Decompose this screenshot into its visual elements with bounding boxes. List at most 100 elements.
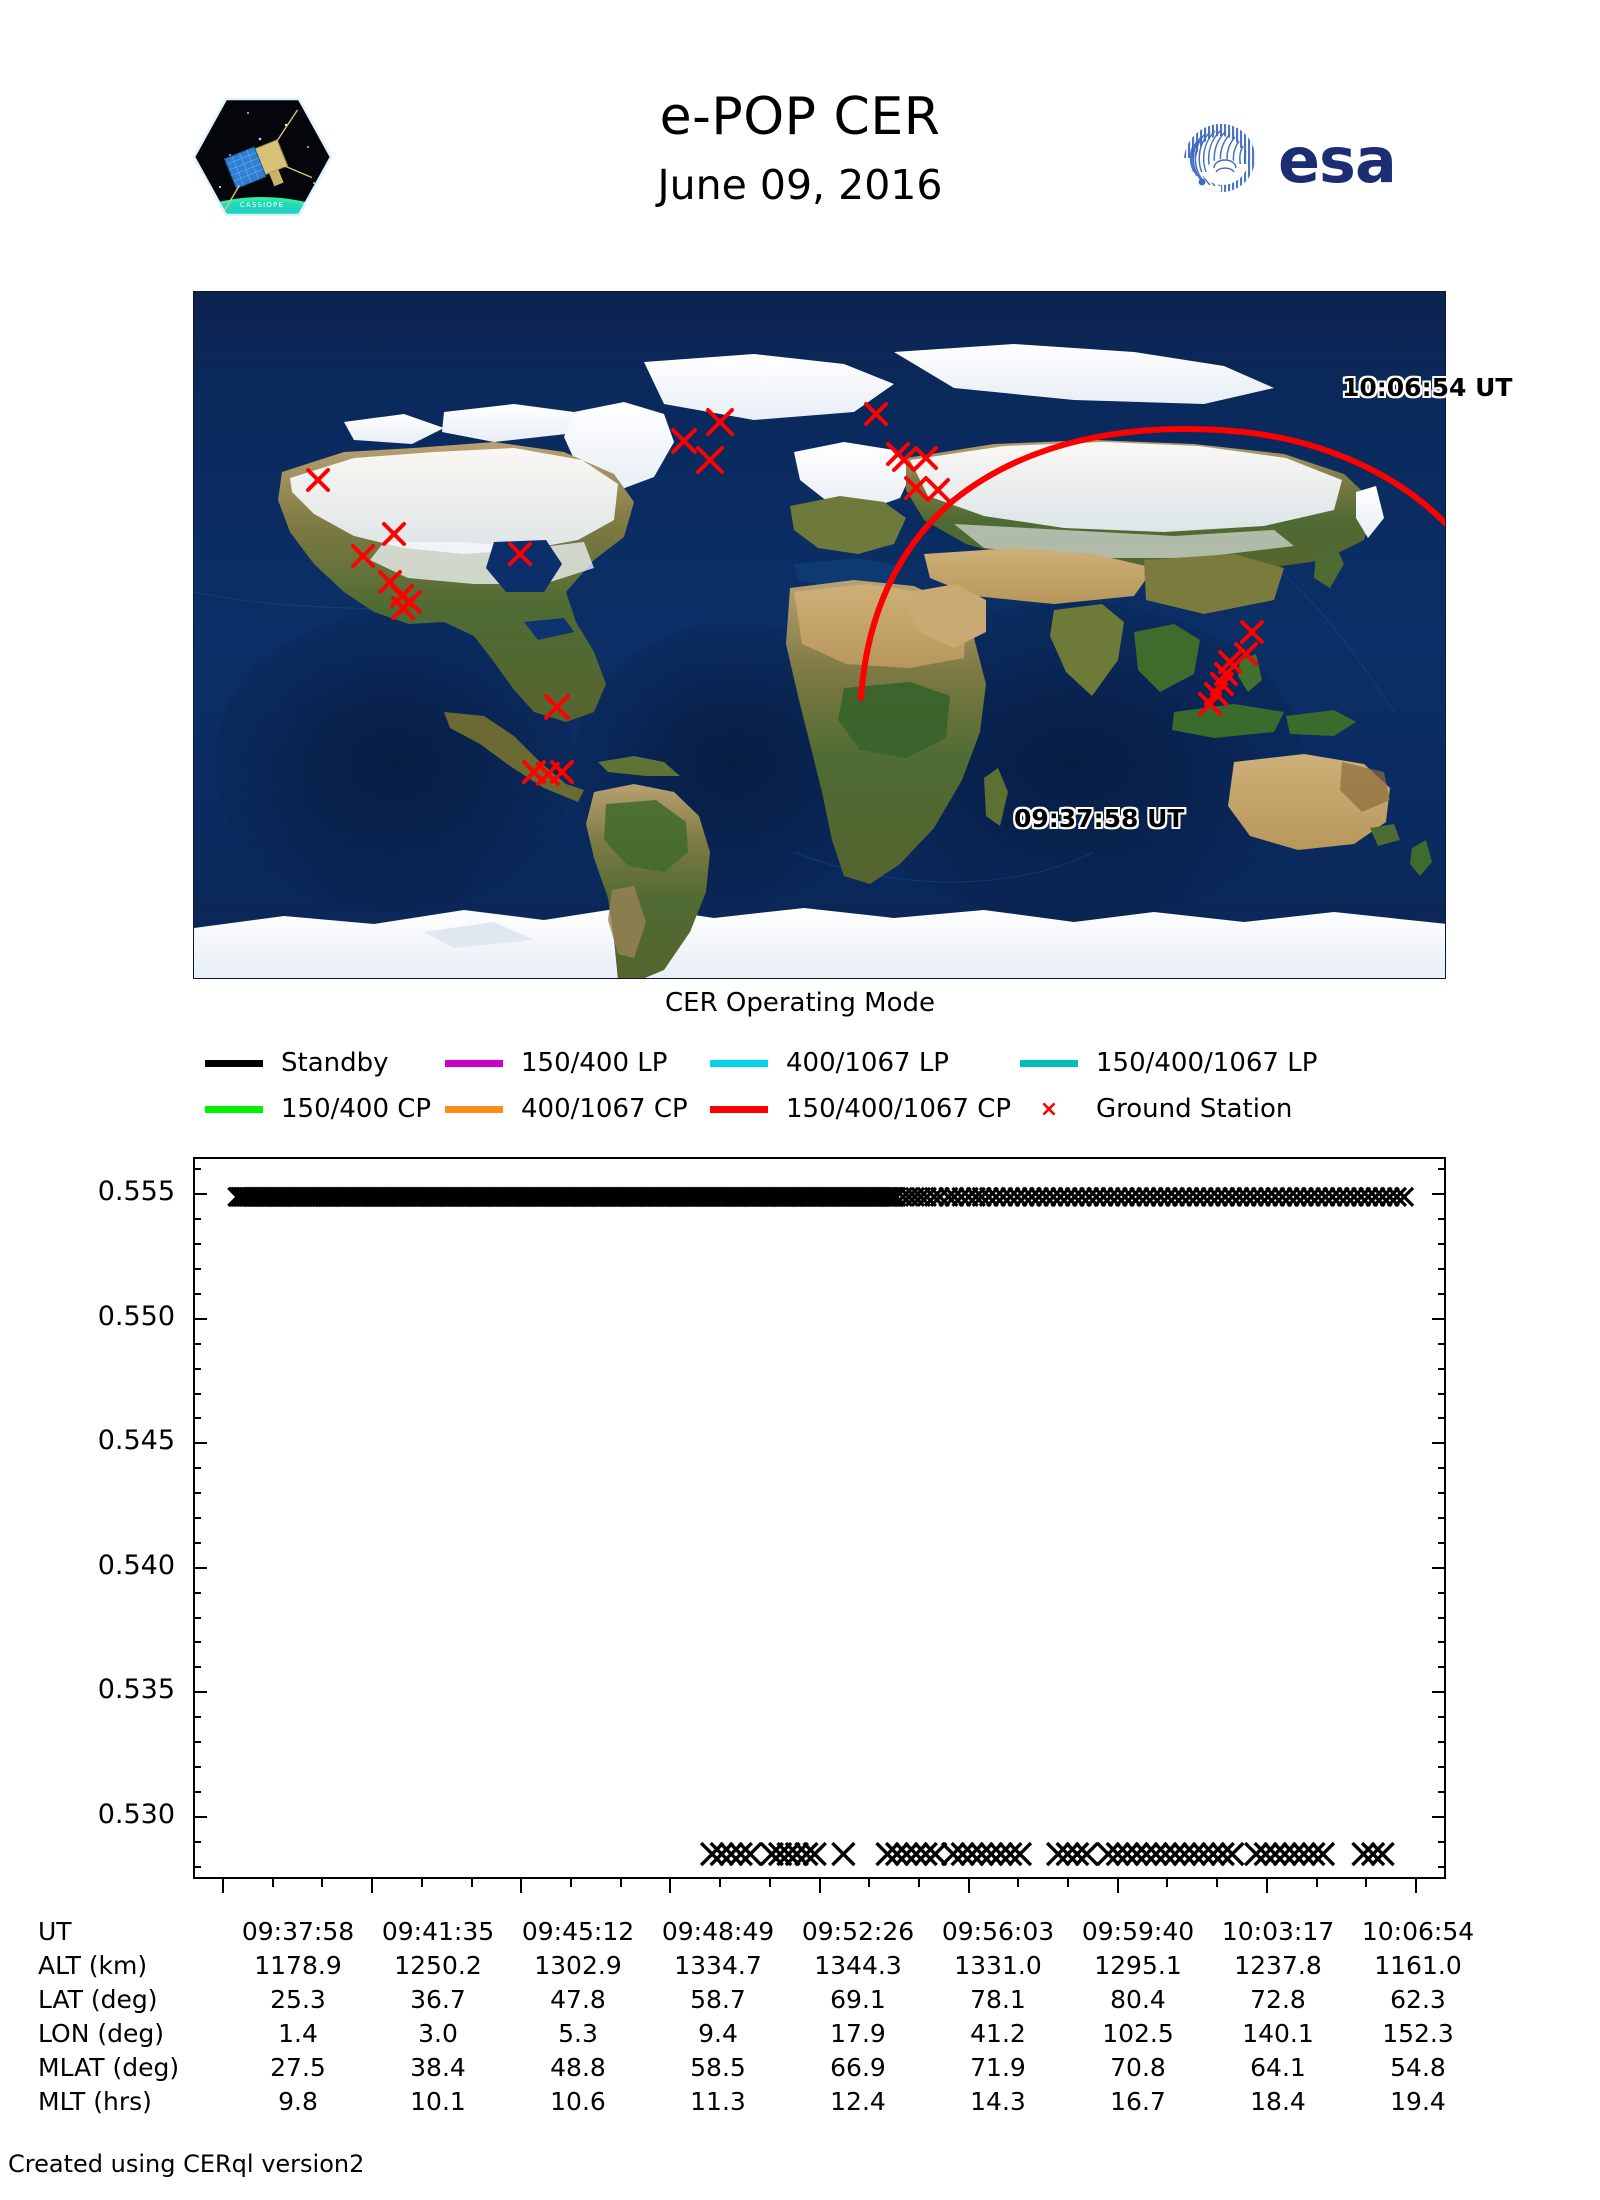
data-point-marker [1243, 1186, 1264, 1207]
data-point-marker [1007, 1186, 1028, 1207]
data-point-marker [929, 1186, 951, 1207]
y-tick-minor [193, 1741, 201, 1744]
data-point-marker [1253, 1841, 1278, 1867]
data-point-marker [1172, 1841, 1197, 1867]
y-tick-minor [193, 1765, 201, 1768]
data-point-marker [1265, 1186, 1286, 1207]
legend-label-150-400-1067-cp: 150/400/1067 CP [786, 1094, 1012, 1124]
data-point-marker [802, 1841, 827, 1867]
map-svg [194, 292, 1445, 978]
data-point-marker [1093, 1186, 1114, 1207]
data-point-marker [1129, 1186, 1150, 1207]
data-point-marker [1322, 1186, 1343, 1207]
y-tick-minor [1438, 1268, 1446, 1271]
legend-swatch-standby [205, 1059, 263, 1067]
data-point-marker [1121, 1186, 1143, 1207]
x-tick-minor [917, 1879, 920, 1887]
table-cell: 1295.1 [1094, 1951, 1182, 1980]
data-point-marker [1157, 1186, 1178, 1207]
table-cell: 3.0 [418, 2019, 458, 2048]
legend-item-150-400-1067-cp[interactable]: 150/400/1067 CP [710, 1094, 1020, 1124]
data-point-marker [1210, 1841, 1235, 1867]
table-row-label: LAT (deg) [38, 1985, 158, 2014]
y-tick-minor [193, 1790, 201, 1793]
x-tick-minor [1166, 1879, 1169, 1887]
data-point-marker [784, 1841, 810, 1867]
table-cell: 140.1 [1242, 2019, 1314, 2048]
world-map: 09:37:58 UT [193, 291, 1446, 979]
legend-item-standby[interactable]: Standby [205, 1048, 445, 1078]
y-tick-major [1432, 1442, 1446, 1445]
table-cell: 102.5 [1102, 2019, 1174, 2048]
y-tick-major [1432, 1317, 1446, 1320]
legend-row-2: 150/400 CP 400/1067 CP 150/400/1067 CP ×… [205, 1086, 1495, 1132]
page-subtitle-date: June 09, 2016 [657, 160, 943, 209]
y-tick-minor [1438, 1492, 1446, 1495]
table-cell: 09:41:35 [381, 1917, 495, 1946]
y-tick-minor [193, 1666, 201, 1669]
data-point-marker [923, 1841, 948, 1867]
legend-item-400-1067-lp[interactable]: 400/1067 LP [710, 1048, 1020, 1078]
x-tick-minor [868, 1879, 871, 1887]
data-point-marker [1181, 1841, 1207, 1867]
legend-item-ground-station[interactable]: × Ground Station [1020, 1094, 1293, 1124]
table-row: LAT (deg) 25.3 36.7 47.8 58.7 69.1 78.1 80.4 72.… [38, 1983, 1488, 2017]
data-point-marker [1074, 1841, 1099, 1867]
data-point-marker [1107, 1186, 1128, 1207]
data-point-marker [1372, 1186, 1393, 1207]
data-point-marker [1086, 1186, 1107, 1207]
x-tick-minor [768, 1879, 771, 1887]
data-point-marker [1164, 1186, 1186, 1207]
legend-item-400-1067-cp[interactable]: 400/1067 CP [445, 1094, 710, 1124]
data-point-marker [988, 1841, 1014, 1867]
table-cell: 69.1 [830, 1985, 886, 2014]
data-point-marker [1358, 1186, 1379, 1207]
table-row: LON (deg) 1.4 3.0 5.3 9.4 17.9 41.2 102.5 140.1 1… [38, 2017, 1488, 2051]
table-cell: 1250.2 [394, 1951, 482, 1980]
y-tick-minor [193, 1616, 201, 1619]
x-tick-major [222, 1879, 224, 1893]
data-point-marker [1200, 1841, 1226, 1867]
legend-label-standby: Standby [281, 1048, 389, 1078]
x-tick-minor [619, 1879, 622, 1887]
data-point-marker [950, 1841, 975, 1867]
legend: Standby 150/400 LP 400/1067 LP 150/400/1… [205, 1040, 1495, 1132]
table-cell: 38.4 [410, 2053, 466, 2082]
table-cell: 78.1 [970, 1985, 1026, 2014]
data-point-marker [1043, 1186, 1064, 1207]
cassiope-logo-icon: CASSIOPE [190, 95, 335, 220]
table-cell: 9.4 [698, 2019, 738, 2048]
data-point-marker [1272, 1841, 1297, 1867]
legend-swatch-150-400-lp [445, 1059, 503, 1067]
legend-item-150-400-cp[interactable]: 150/400 CP [205, 1094, 445, 1124]
x-tick-minor [470, 1879, 473, 1887]
data-point-marker [709, 1841, 734, 1867]
table-cell: 54.8 [1390, 2053, 1446, 2082]
legend-item-150-400-1067-lp[interactable]: 150/400/1067 LP [1020, 1048, 1317, 1078]
x-tick-minor [1365, 1879, 1368, 1887]
data-point-marker [1282, 1841, 1307, 1867]
table-cell: 19.4 [1390, 2087, 1446, 2116]
data-point-marker [1162, 1841, 1188, 1867]
data-point-marker [1191, 1841, 1216, 1867]
y-tick-minor [193, 1467, 201, 1470]
table-row: UT 09:37:58 09:41:35 09:45:12 09:48:49 09:52:… [38, 1915, 1488, 1949]
data-point-marker [1222, 1186, 1243, 1207]
table-cell: 09:59:40 [1081, 1917, 1195, 1946]
svg-text:esa: esa [1278, 124, 1396, 192]
table-row-label: MLT (hrs) [38, 2087, 152, 2116]
legend-item-150-400-lp[interactable]: 150/400 LP [445, 1048, 710, 1078]
data-point-marker [1153, 1841, 1178, 1867]
ground-station-icon: × [1039, 1096, 1059, 1122]
table-cell: 152.3 [1382, 2019, 1454, 2048]
table-cell: 66.9 [830, 2053, 886, 2082]
y-tick-minor [1438, 1467, 1446, 1470]
y-tick-minor [193, 1168, 201, 1171]
table-cell: 09:45:12 [521, 1917, 635, 1946]
footer-credit: Created using CERql version2 [8, 2150, 365, 2178]
y-tick-minor [193, 1541, 201, 1544]
data-point-marker [1300, 1186, 1322, 1207]
table-cell: 1344.3 [814, 1951, 902, 1980]
table-cell: 17.9 [830, 2019, 886, 2048]
table-cell: 1237.8 [1234, 1951, 1322, 1980]
